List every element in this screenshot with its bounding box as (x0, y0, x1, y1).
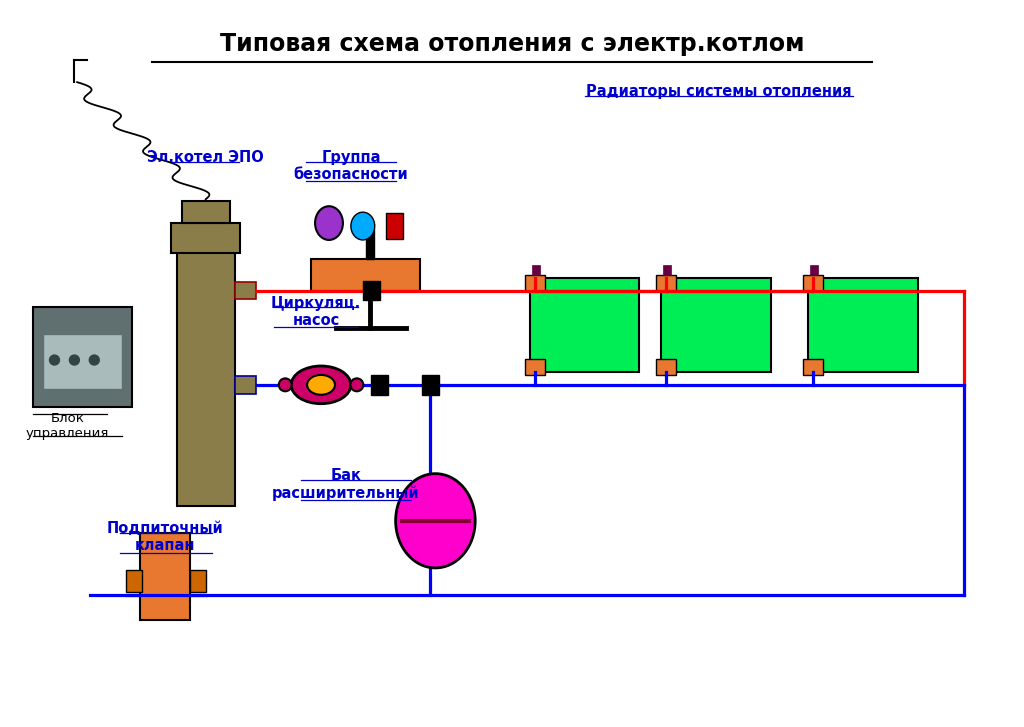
Bar (804, 275, 823, 291)
Text: Подпиточный
клапан: Подпиточный клапан (106, 521, 223, 553)
Bar (311, 259, 421, 291)
Ellipse shape (395, 474, 475, 568)
Ellipse shape (70, 355, 80, 365)
Bar (423, 375, 439, 395)
Bar (531, 265, 540, 275)
Bar (529, 278, 639, 372)
Bar (189, 571, 206, 593)
Bar (525, 275, 545, 291)
Bar (126, 571, 142, 593)
Bar (234, 376, 256, 394)
Ellipse shape (89, 355, 99, 365)
Text: Циркуляц.
насос: Циркуляц. насос (271, 295, 361, 328)
Bar (525, 359, 545, 375)
Ellipse shape (351, 212, 375, 240)
Bar (386, 213, 402, 239)
Bar (804, 359, 823, 375)
Bar (362, 281, 380, 300)
Bar (366, 229, 374, 259)
Bar (43, 334, 122, 389)
Bar (177, 248, 234, 506)
Text: Блок
управления: Блок управления (26, 411, 110, 440)
Bar (662, 278, 771, 372)
Bar (33, 308, 132, 406)
Ellipse shape (49, 355, 59, 365)
Text: Эл.котел ЭПО: Эл.котел ЭПО (147, 150, 264, 164)
Bar (808, 278, 918, 372)
Ellipse shape (315, 206, 343, 240)
Text: 7: 7 (323, 214, 336, 233)
Bar (656, 359, 676, 375)
Text: Типовая схема отопления с электр.котлом: Типовая схема отопления с электр.котлом (220, 33, 804, 57)
Text: Группа
безопасности: Группа безопасности (294, 150, 409, 182)
Ellipse shape (291, 366, 351, 403)
Ellipse shape (350, 378, 364, 391)
Text: Бак
расширительный: Бак расширительный (272, 468, 420, 501)
Ellipse shape (279, 378, 292, 391)
Bar (810, 265, 818, 275)
Bar (664, 265, 671, 275)
Bar (371, 375, 388, 395)
Bar (656, 275, 676, 291)
Ellipse shape (307, 375, 335, 395)
Bar (140, 533, 189, 620)
Bar (182, 201, 229, 223)
Text: Радиаторы системы отопления: Радиаторы системы отопления (586, 84, 852, 99)
Bar (171, 223, 241, 253)
Bar (234, 281, 256, 300)
